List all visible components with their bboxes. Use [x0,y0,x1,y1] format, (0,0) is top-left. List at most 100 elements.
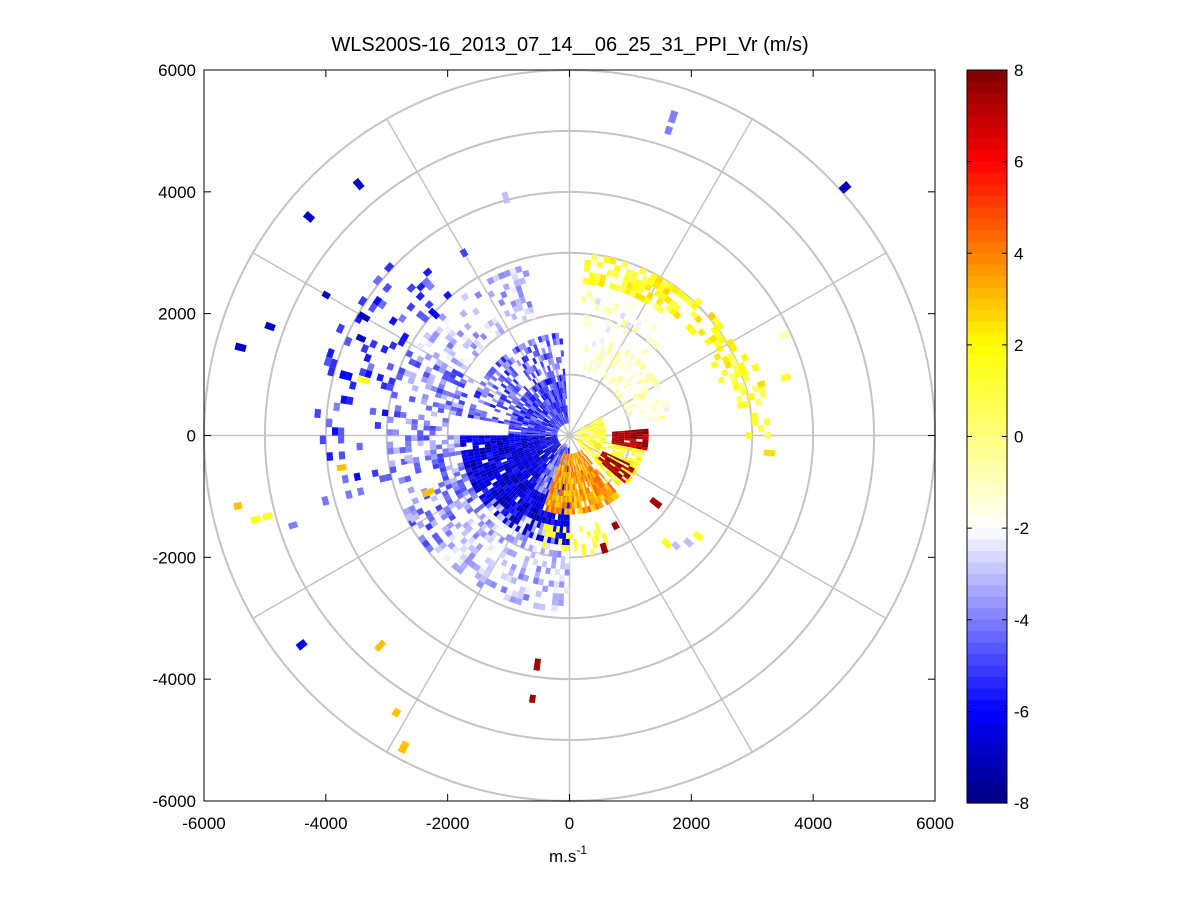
velocity-cell [576,451,581,458]
velocity-cell [583,265,591,273]
velocity-cell [566,453,568,460]
velocity-cell [596,502,602,509]
velocity-cell [526,432,534,435]
velocity-cell [372,274,383,286]
velocity-cell [535,399,541,405]
velocity-cell [546,476,551,483]
velocity-cell [550,562,557,569]
velocity-cell [467,377,475,385]
velocity-cell [357,375,371,385]
colorbar-band [967,230,1007,243]
velocity-cell [582,455,587,462]
velocity-cell [525,401,532,407]
velocity-cell [622,363,629,371]
velocity-cell [587,346,592,353]
velocity-cell [557,513,562,521]
velocity-cell [478,481,486,488]
velocity-cell [606,489,613,497]
velocity-cell [561,502,565,509]
velocity-cell [537,459,544,466]
velocity-cell [584,345,589,353]
velocity-cell [506,496,513,504]
velocity-cell [552,550,558,557]
velocity-cell [264,321,276,332]
velocity-cell [478,438,485,442]
velocity-cell [546,405,552,412]
velocity-cell [478,503,486,510]
velocity-cell [535,456,541,462]
velocity-cell [502,441,510,445]
velocity-cell [564,399,567,406]
velocity-cell [630,434,637,437]
velocity-cell [492,500,500,508]
velocity-cell [535,458,542,463]
velocity-cell [633,461,641,467]
velocity-cell [454,341,463,350]
velocity-cell [411,418,419,425]
velocity-cell [533,658,542,671]
velocity-cell [646,278,656,287]
velocity-cell [484,556,493,565]
velocity-cell [525,464,532,470]
velocity-cell [479,574,488,584]
velocity-cell [552,472,556,479]
velocity-cell [521,444,529,448]
velocity-cell [504,533,512,542]
velocity-cell [587,428,594,432]
velocity-cell [497,444,504,449]
velocity-cell [485,492,493,500]
velocity-cell [528,446,536,451]
colorbar-tick-label: -8 [1014,794,1029,813]
velocity-cell [480,496,488,504]
y-tick-label: 0 [187,427,196,446]
velocity-cell [535,473,541,480]
velocity-cell [522,445,529,449]
velocity-cell [547,346,552,353]
velocity-cell [565,417,568,424]
velocity-cell [581,435,588,437]
velocity-cell [510,474,517,481]
velocity-cell [603,365,610,373]
velocity-cell [387,377,396,386]
velocity-cell [534,410,540,416]
velocity-cell [603,498,610,506]
velocity-cell [549,574,555,581]
velocity-cell [590,452,596,458]
colorbar-band [967,642,1007,655]
velocity-cell [460,392,468,398]
velocity-cell [479,447,486,452]
velocity-cell [577,439,583,444]
velocity-cell [540,454,547,459]
velocity-cell [556,501,561,508]
velocity-cell [589,472,594,479]
velocity-cell [387,416,394,424]
velocity-cell [740,388,748,396]
velocity-cell [552,439,559,442]
velocity-cell [509,267,517,276]
velocity-cell [612,493,619,500]
velocity-cell [519,476,526,483]
velocity-cell [578,470,582,477]
velocity-cell [540,473,546,480]
velocity-cell [569,465,571,473]
colorbar-band [967,791,1007,804]
velocity-cell [534,527,540,534]
velocity-cell [502,353,510,361]
velocity-cell [759,390,767,399]
velocity-cell [541,516,546,524]
velocity-cell [594,457,600,462]
velocity-cell [609,257,617,265]
velocity-cell [473,393,481,399]
velocity-cell [641,400,649,406]
velocity-cell [531,532,538,540]
colorbar-band [967,241,1007,254]
velocity-cell [618,430,625,433]
velocity-cell [523,509,530,517]
velocity-cell [643,378,651,385]
velocity-cell [472,484,480,491]
velocity-cell [564,405,567,412]
velocity-cell [561,465,565,472]
velocity-cell [461,453,469,459]
velocity-cell [486,454,494,460]
velocity-cell [560,465,564,472]
